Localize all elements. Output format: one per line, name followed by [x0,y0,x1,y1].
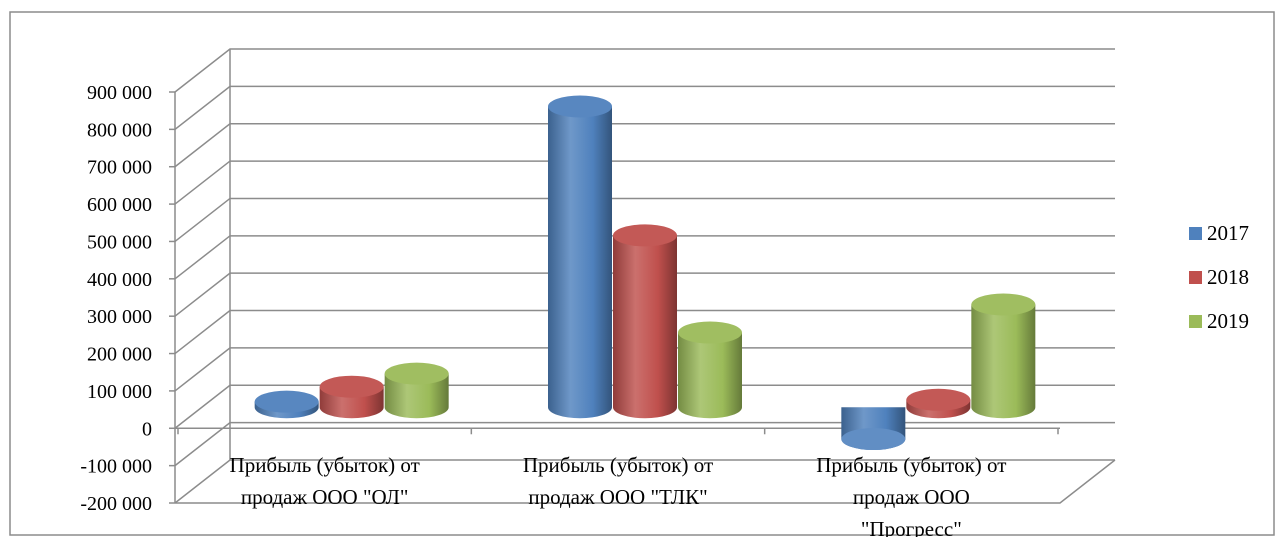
gridline [174,309,1115,355]
bar-cap [548,95,612,118]
y-tick-label: 700 000 [87,157,152,179]
y-tick-label: -200 000 [80,493,152,515]
gridline [174,160,1115,205]
bar-body [384,373,449,419]
bar-cap [906,388,971,411]
bar-2019-3 [971,293,1036,419]
x-tick-label: Прибыль (убыток) от [523,453,713,477]
bar-body [613,235,677,419]
gridline [174,48,1115,93]
gridline [174,347,1115,392]
x-tick-label: Прибыль (убыток) от [816,453,1006,477]
y-tick-label: 500 000 [87,231,152,253]
bar-cap [678,321,742,344]
bar-cap [384,362,449,385]
gridline [174,384,1115,429]
bar-2018-1 [319,375,384,419]
x-tick-label: продаж ООО [853,485,970,509]
bar-body [548,106,612,419]
bar-2018-3 [906,388,971,419]
gridline [174,421,1115,467]
bars [254,95,1036,451]
legend-swatch-2019 [1189,315,1202,328]
bar-cap [971,293,1036,316]
bar-2019-1 [384,362,449,419]
gridline [174,272,1115,317]
x-tick-label: Прибыль (убыток) от [230,453,420,477]
y-tick-label: 100 000 [87,381,152,403]
x-tick-label: продаж ООО "ТЛК" [528,485,707,509]
y-axis: 900 000 800 000 700 000 600 000 500 000 400 0… [80,82,152,515]
gridline [174,459,1115,504]
legend-label-2017: 2017 [1207,221,1249,245]
bar-body [678,332,742,419]
y-tick-label: 400 000 [87,269,152,291]
x-tick-label: "Прогресс" [861,517,962,537]
y-tick-label: 300 000 [87,306,152,328]
legend-label-2019: 2019 [1207,309,1249,333]
bar-cap [613,224,677,247]
x-tick-label: продаж ООО "ОЛ" [241,485,409,509]
floor-edge [175,459,1116,504]
x-axis: Прибыль (убыток) от продаж ООО "ОЛ" Прибыл… [230,453,1007,537]
gridline [174,235,1115,280]
bar-2018-2 [613,224,677,419]
gridline [174,85,1115,130]
bar-cap [841,428,906,451]
legend-swatch-2017 [1189,227,1202,240]
legend-swatch-2018 [1189,271,1202,284]
y-tick-label: -100 000 [80,456,152,478]
y-tick-label: 0 [142,418,152,440]
y-tick-label: 200 000 [87,344,152,366]
chart-walls [169,48,1116,504]
bar-2017-3 [841,407,906,451]
bar-body [971,304,1036,419]
gridline [174,122,1115,168]
bar-cap [319,375,384,398]
gridline [174,197,1115,243]
bar-cap [254,390,319,413]
y-tick-label: 600 000 [87,194,152,216]
y-tick-label: 900 000 [87,82,152,104]
legend-label-2018: 2018 [1207,265,1249,289]
bar-2019-2 [678,321,742,419]
bar-2017-2 [548,95,612,419]
bar-2017-1 [254,390,319,419]
legend: 2017 2018 2019 [1189,221,1249,333]
y-tick-label: 800 000 [87,119,152,141]
